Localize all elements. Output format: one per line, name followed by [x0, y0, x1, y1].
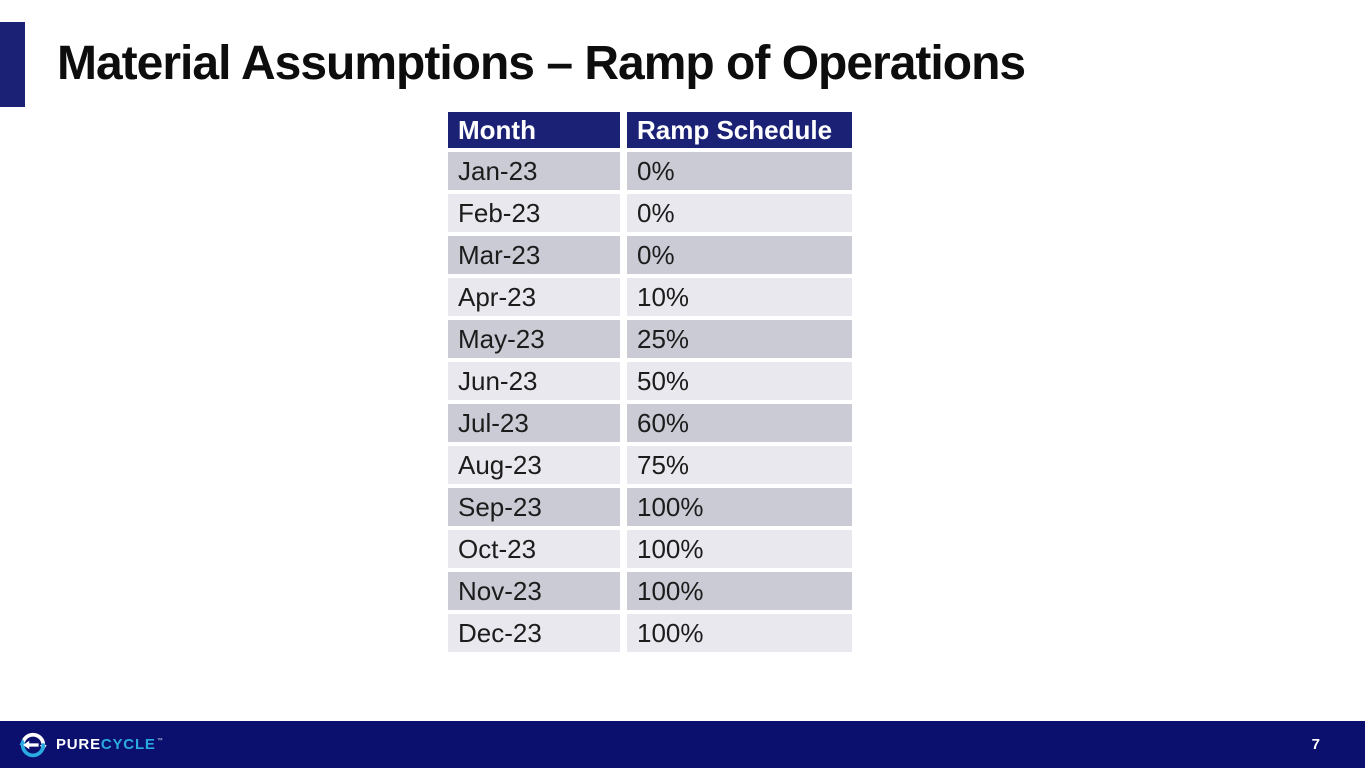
cell-month: Jan-23: [448, 148, 627, 190]
cell-month: Jun-23: [448, 358, 627, 400]
cell-month: Aug-23: [448, 442, 627, 484]
ramp-table-body: Jan-23 0% Feb-23 0% Mar-23 0% Apr-23 10% May-23 2…: [448, 148, 852, 652]
table-row: Apr-23 10%: [448, 274, 852, 316]
logo-text-cycle: CYCLE: [100, 736, 156, 753]
cell-month: Mar-23: [448, 232, 627, 274]
cell-ramp-value: 75%: [627, 442, 852, 484]
cell-ramp-value: 0%: [627, 148, 852, 190]
table-header-row: Month Ramp Schedule: [448, 112, 852, 148]
cell-month: Feb-23: [448, 190, 627, 232]
table-row: Oct-23 100%: [448, 526, 852, 568]
table-row: Mar-23 0%: [448, 232, 852, 274]
cell-ramp-value: 60%: [627, 400, 852, 442]
table-row: Sep-23 100%: [448, 484, 852, 526]
table-row: Dec-23 100%: [448, 610, 852, 652]
cell-month: Dec-23: [448, 610, 627, 652]
recycle-arrows-icon: [18, 730, 48, 760]
cell-ramp-value: 0%: [627, 190, 852, 232]
cell-ramp-value: 50%: [627, 358, 852, 400]
cell-month: Apr-23: [448, 274, 627, 316]
column-header-ramp-schedule: Ramp Schedule: [627, 112, 852, 148]
cell-ramp-value: 0%: [627, 232, 852, 274]
ramp-schedule-table-container: Month Ramp Schedule Jan-23 0% Feb-23 0% Mar-…: [448, 112, 852, 652]
ramp-schedule-table: Month Ramp Schedule Jan-23 0% Feb-23 0% Mar-…: [448, 112, 852, 652]
cell-ramp-value: 100%: [627, 568, 852, 610]
table-row: Jan-23 0%: [448, 148, 852, 190]
table-row: Aug-23 75%: [448, 442, 852, 484]
logo-wordmark: PURE CYCLE ™: [56, 737, 164, 752]
table-row: Jun-23 50%: [448, 358, 852, 400]
cell-month: Sep-23: [448, 484, 627, 526]
cell-month: Oct-23: [448, 526, 627, 568]
title-accent-bar: [0, 22, 25, 107]
column-header-month: Month: [448, 112, 627, 148]
cell-ramp-value: 100%: [627, 484, 852, 526]
cell-month: May-23: [448, 316, 627, 358]
cell-month: Jul-23: [448, 400, 627, 442]
table-row: Feb-23 0%: [448, 190, 852, 232]
table-row: May-23 25%: [448, 316, 852, 358]
cell-month: Nov-23: [448, 568, 627, 610]
table-header: Month Ramp Schedule: [448, 112, 852, 148]
cell-ramp-value: 100%: [627, 526, 852, 568]
table-row: Jul-23 60%: [448, 400, 852, 442]
logo-text-pure: PURE: [56, 736, 101, 753]
purecycle-logo: PURE CYCLE ™: [18, 730, 164, 760]
trademark-symbol: ™: [156, 738, 164, 744]
cell-ramp-value: 10%: [627, 274, 852, 316]
page-number: 7: [1311, 736, 1320, 753]
cell-ramp-value: 25%: [627, 316, 852, 358]
cell-ramp-value: 100%: [627, 610, 852, 652]
table-row: Nov-23 100%: [448, 568, 852, 610]
footer-bar: PURE CYCLE ™ 7: [0, 721, 1365, 768]
page-title: Material Assumptions – Ramp of Operation…: [57, 37, 1026, 90]
